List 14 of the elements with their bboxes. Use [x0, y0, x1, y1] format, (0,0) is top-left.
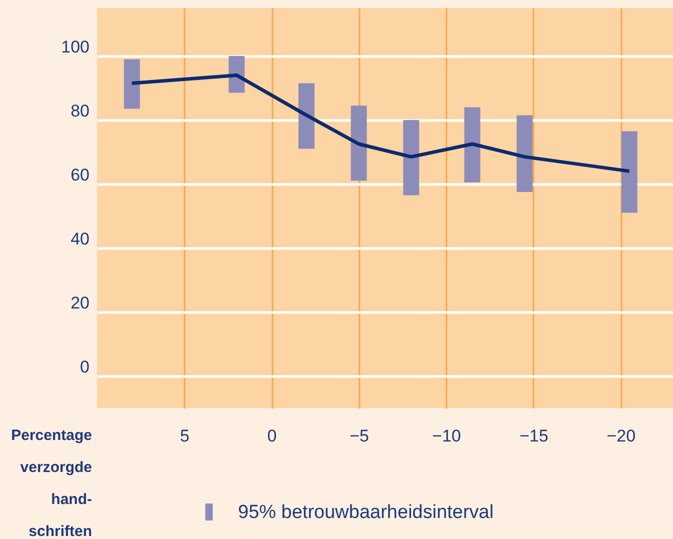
y-tick-label: 60	[70, 166, 90, 184]
y-tick-label: 80	[70, 102, 90, 120]
x-tick-label: 5	[180, 426, 190, 446]
y-tick-label: 100	[61, 38, 90, 56]
legend-label: 95% betrouwbaarheidsinterval	[238, 502, 494, 523]
x-tick-label: −20	[606, 426, 636, 446]
y-tick-label: 20	[70, 294, 90, 312]
x-tick-label: 0	[267, 426, 277, 446]
y-tick-label: 0	[80, 358, 90, 376]
x-tick-label: −5	[350, 426, 370, 446]
x-axis-title: Percentage verzorgde hand-schriften	[11, 427, 92, 539]
y-tick-label: 40	[70, 230, 90, 248]
x-tick-label: −15	[519, 426, 548, 446]
x-tick-label: −10	[432, 426, 462, 446]
